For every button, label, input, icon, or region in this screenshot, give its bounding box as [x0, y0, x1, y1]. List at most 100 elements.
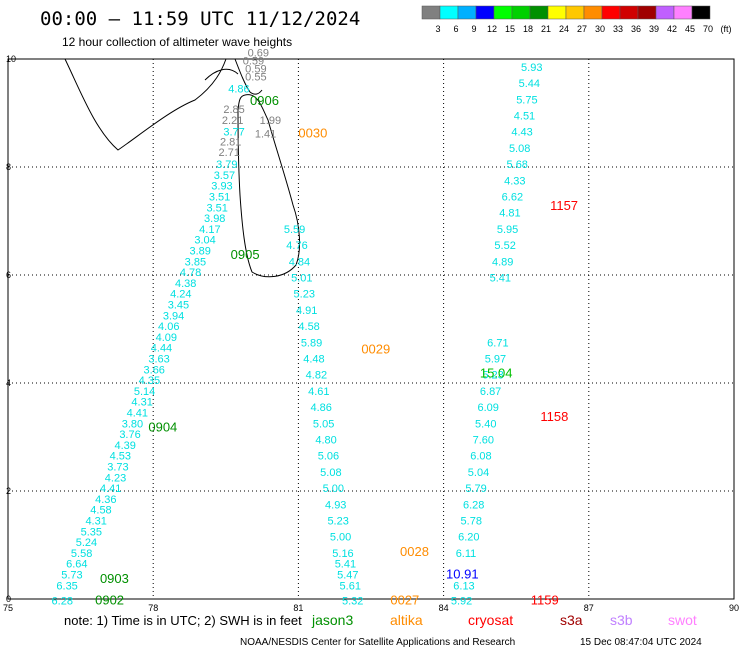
wave-height-value: 3.57: [214, 170, 235, 182]
wave-height-value: 5.79: [465, 483, 486, 495]
y-tick-label: 10: [6, 54, 16, 64]
wave-height-value: 0.59: [245, 64, 266, 76]
wave-height-value: 4.86: [228, 83, 249, 95]
wave-height-value: 5.16: [332, 548, 353, 560]
track-label: 1157: [550, 198, 578, 213]
wave-height-value: 5.61: [340, 580, 361, 592]
wave-height-value: 1.99: [260, 115, 281, 127]
scale-swatch: [511, 5, 531, 20]
wave-height-value: 4.41: [100, 483, 121, 495]
wave-height-value: 5.00: [330, 532, 351, 544]
scale-label: 39: [649, 24, 659, 34]
track-label: 15.04: [480, 366, 513, 381]
wave-height-value: 4.24: [170, 289, 191, 301]
y-tick-label: 2: [6, 486, 11, 496]
wave-height-value: 4.61: [308, 386, 329, 398]
x-tick-label: 75: [3, 603, 13, 613]
track-labels: 0902 0903 0904 0905 0906 0030 0029 0028 0027 1157…: [95, 93, 578, 608]
wave-height-value: 0.59: [243, 55, 264, 67]
scale-swatch: [583, 5, 603, 20]
scale-swatch: [637, 5, 657, 20]
wave-height-value: 5.75: [516, 94, 537, 106]
x-tick-label: 84: [439, 603, 449, 613]
wave-height-value: 5.59: [284, 224, 305, 236]
wave-height-value: 5.68: [507, 159, 528, 171]
scale-label: 12: [487, 24, 497, 34]
wave-height-value: 5.23: [327, 515, 348, 527]
wave-height-value: 4.36: [95, 494, 116, 506]
track-label: 0030: [298, 125, 327, 140]
wave-height-value: 3.51: [209, 191, 230, 203]
scale-label: 27: [577, 24, 587, 34]
wave-height-value: 3.85: [185, 256, 206, 268]
wave-height-value: 4.58: [298, 321, 319, 333]
wave-height-value: 6.13: [453, 580, 474, 592]
wave-height-value: 4.93: [325, 499, 346, 511]
wave-height-value: 4.82: [306, 370, 327, 382]
wave-height-value: 3.77: [223, 127, 244, 139]
footer-note: note: 1) Time is in UTC; 2) SWH is in fe…: [64, 613, 302, 628]
wave-height-value: 6.28: [52, 595, 73, 607]
scale-swatch: [457, 5, 477, 20]
satellite-legend-item: jason3: [311, 612, 353, 628]
footer: note: 1) Time is in UTC; 2) SWH is in fe…: [64, 612, 702, 648]
wave-height-value: 2.21: [222, 115, 243, 127]
track-label: 0028: [400, 544, 429, 559]
scale-label: 30: [595, 24, 605, 34]
wave-height-value: 4.09: [156, 332, 177, 344]
wave-height-value: 5.89: [301, 337, 322, 349]
wave-height-value: 5.41: [490, 272, 511, 284]
wave-height-value: 5.23: [482, 370, 503, 382]
satellite-legend-item: swot: [668, 612, 697, 628]
wave-height-value: 4.53: [110, 451, 131, 463]
wave-height-value: 5.04: [468, 467, 489, 479]
wave-height-value: 4.86: [311, 402, 332, 414]
wave-height-value: 5.00: [323, 483, 344, 495]
scale-label: 42: [667, 24, 677, 34]
track-label: 0027: [390, 592, 419, 607]
wave-height-value: 3.73: [107, 461, 128, 473]
wave-height-value: 5.06: [318, 451, 339, 463]
wave-height-value: 4.17: [199, 224, 220, 236]
wave-height-value: 3.04: [194, 235, 215, 247]
wave-height-value: 0.69: [248, 47, 269, 59]
wave-height-value: 3.63: [148, 353, 169, 365]
wave-height-value: 5.44: [519, 78, 540, 90]
scale-label: 24: [559, 24, 569, 34]
y-tick-label: 6: [6, 270, 11, 280]
scale-swatch: [439, 5, 459, 20]
scale-swatch: [655, 5, 675, 20]
wave-height-value: 4.81: [499, 208, 520, 220]
wave-height-value: 5.40: [475, 418, 496, 430]
wave-height-value: 4.80: [315, 434, 336, 446]
wave-height-value: 3.76: [119, 429, 140, 441]
wave-height-value: 3.79: [216, 159, 237, 171]
track-label: 10.91: [446, 566, 479, 581]
scale-label: 21: [541, 24, 551, 34]
scale-label: 45: [685, 24, 695, 34]
wave-height-value: 5.93: [521, 62, 542, 74]
wave-height-value: 6.62: [502, 191, 523, 203]
axis-ticks: 75 78 81 84 87 90 0 2 4 6 8 10: [3, 54, 739, 613]
scale-label: 6: [453, 24, 458, 34]
wave-height-value: 2.71: [219, 147, 240, 159]
wave-height-value: 5.35: [81, 526, 102, 538]
scale-swatch: [565, 5, 585, 20]
wave-height-value: 6.71: [487, 337, 508, 349]
scale-label: 15: [505, 24, 515, 34]
wave-height-value: 3.93: [211, 181, 232, 193]
scale-label: 9: [471, 24, 476, 34]
y-tick-label: 4: [6, 378, 11, 388]
scale-label: 18: [523, 24, 533, 34]
wave-height-value: 2.85: [223, 104, 244, 116]
wave-height-value: 5.95: [497, 224, 518, 236]
wave-height-value: 4.06: [158, 321, 179, 333]
wave-height-value: 5.78: [461, 515, 482, 527]
scale-swatch: [547, 5, 567, 20]
track-label: 1159: [531, 592, 559, 607]
wave-height-value: 5.97: [485, 353, 506, 365]
wave-height-value: 3.94: [163, 310, 184, 322]
wave-height-value: 5.05: [313, 418, 334, 430]
wave-height-value: 4.44: [151, 343, 172, 355]
wave-height-value: 4.31: [131, 397, 152, 409]
